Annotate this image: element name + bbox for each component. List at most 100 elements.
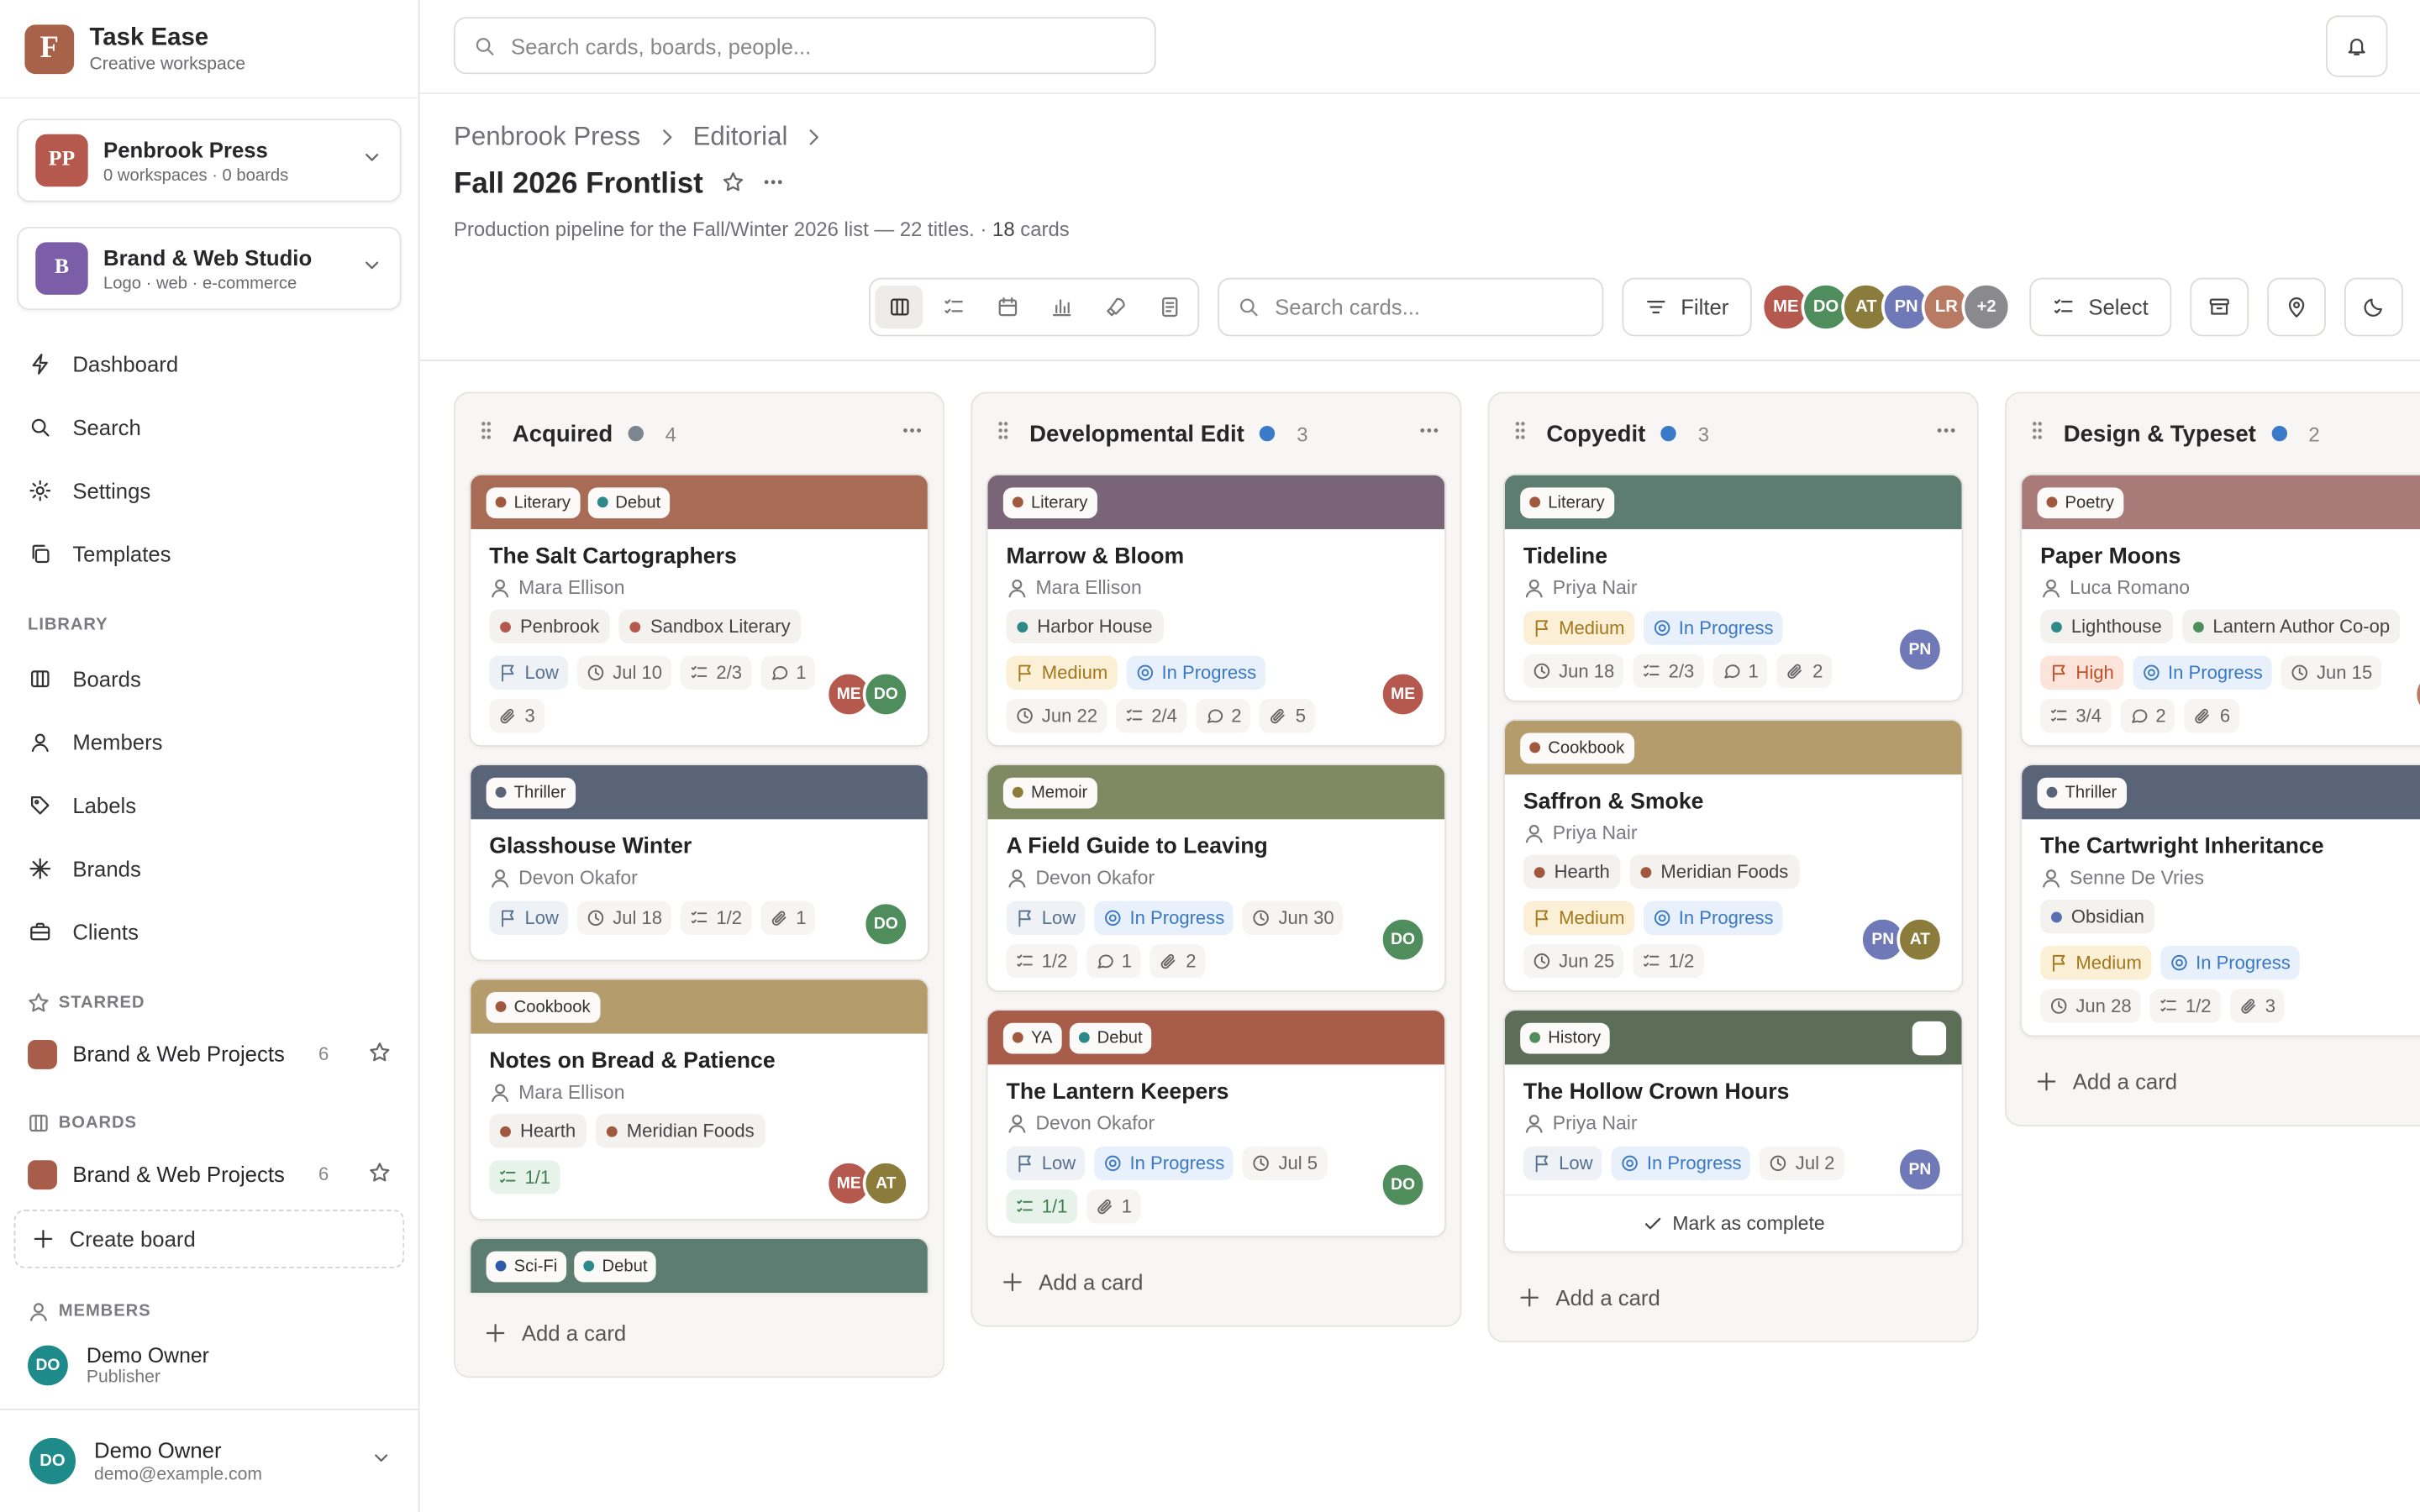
nav-item[interactable]: Labels xyxy=(0,773,418,836)
card-body: Marrow & Bloom Mara Ellison Harbor House Me… xyxy=(988,529,1445,745)
icon xyxy=(34,1230,53,1248)
nav-item[interactable]: Clients xyxy=(0,900,418,963)
card[interactable]: History The Hollow Crown Hours Priya Nair L… xyxy=(1502,1009,1964,1253)
nav-item[interactable]: Search xyxy=(0,395,418,458)
board-menu[interactable] xyxy=(762,168,784,202)
checklist-text: 2/3 xyxy=(1668,660,1695,682)
view-button[interactable] xyxy=(983,286,1031,328)
board-header: Penbrook Press Editorial Fall 2026 Frontli… xyxy=(419,94,2420,361)
icon xyxy=(2050,709,2067,722)
view-button[interactable] xyxy=(1037,286,1085,328)
icon xyxy=(32,543,50,563)
star[interactable] xyxy=(369,1161,391,1187)
card[interactable]: Thriller The Cartwright Inheritance Senne … xyxy=(2020,764,2420,1037)
brand-dot xyxy=(2051,911,2062,922)
brand-dot xyxy=(500,1125,511,1137)
column-menu[interactable] xyxy=(902,419,923,449)
star[interactable] xyxy=(369,1041,391,1067)
brand: F Task Ease Creative workspace xyxy=(0,0,418,99)
button-label: Select xyxy=(2088,294,2149,320)
icon xyxy=(481,421,492,438)
author-name: Priya Nair xyxy=(1552,1112,1638,1135)
card[interactable]: Thriller Glasshouse Winter Devon Okafor Low… xyxy=(469,764,929,962)
nav-item[interactable]: Boards xyxy=(0,647,418,710)
card[interactable]: Cookbook Saffron & Smoke Priya Nair Hearth M… xyxy=(1502,718,1964,993)
add-card[interactable]: Add a card xyxy=(469,1305,929,1361)
card[interactable]: Poetry Paper Moons Luca Romano Lighthouse La… xyxy=(2020,473,2420,747)
card[interactable]: Sci-Fi Debut xyxy=(469,1237,929,1294)
board-link[interactable]: Brand & Web Projects 6 xyxy=(0,1145,418,1204)
mark-complete[interactable]: Mark as complete xyxy=(1504,1194,1962,1252)
icon xyxy=(587,664,604,681)
org-switcher[interactable]: B Brand & Web Studio Logo · web · e-commer… xyxy=(17,227,402,311)
comments-text: 1 xyxy=(1748,660,1759,682)
view-button[interactable] xyxy=(875,285,923,329)
author-name: Priya Nair xyxy=(1552,576,1638,599)
icon xyxy=(1535,620,1549,638)
column-menu[interactable] xyxy=(1935,419,1957,449)
nav-item[interactable]: Dashboard xyxy=(0,332,418,395)
label-chip: Debut xyxy=(587,486,671,518)
label-dot xyxy=(597,496,608,508)
user-menu[interactable]: DO Demo Owner demo@example.com xyxy=(0,1408,418,1512)
select-button[interactable]: Select xyxy=(2029,277,2172,337)
card-search[interactable]: Search cards... xyxy=(1218,277,1604,337)
card-title: A Field Guide to Leaving xyxy=(1006,834,1268,860)
card[interactable]: Literary Tideline Priya Nair Medium In Progr… xyxy=(1502,473,1964,702)
view-button[interactable] xyxy=(1145,286,1193,328)
icon-button[interactable] xyxy=(2190,277,2249,337)
card[interactable]: Memoir A Field Guide to Leaving Devon Okaf… xyxy=(986,764,1447,993)
topbar: Search cards, boards, people... xyxy=(419,0,2420,95)
card[interactable]: YA Debut The Lantern Keepers Devon Okafor Lo… xyxy=(986,1009,1447,1238)
icon xyxy=(1270,708,1286,724)
org-meta: 0 workspaces · 0 boards xyxy=(103,165,289,185)
icon xyxy=(31,732,49,752)
add-card[interactable]: Add a card xyxy=(2020,1053,2420,1109)
comments-text: 2 xyxy=(2155,705,2166,727)
org-switcher[interactable]: PP Penbrook Press 0 workspaces · 0 boards xyxy=(17,118,402,202)
icon xyxy=(1520,1288,1539,1307)
avatar: AT xyxy=(1897,916,1944,963)
view-button[interactable] xyxy=(1092,286,1139,328)
label-dot xyxy=(495,496,507,508)
global-search[interactable]: Search cards, boards, people... xyxy=(454,17,1156,75)
brand-chip: Lantern Author Co-op xyxy=(2181,609,2401,643)
filter-button[interactable]: Filter xyxy=(1622,277,1752,337)
icon-button[interactable] xyxy=(2344,277,2403,337)
nav-item[interactable]: Settings xyxy=(0,459,418,522)
card-title: The Lantern Keepers xyxy=(1006,1079,1229,1105)
icon xyxy=(30,921,50,940)
nav-item[interactable]: Templates xyxy=(0,522,418,585)
app-subtitle: Creative workspace xyxy=(89,55,246,74)
card[interactable]: Literary Debut The Salt Cartographers Mara … xyxy=(469,473,929,747)
star-board[interactable] xyxy=(722,168,744,202)
board-link[interactable]: Brand & Web Projects 6 xyxy=(0,1025,418,1084)
notifications[interactable] xyxy=(2325,15,2388,77)
view-button[interactable] xyxy=(929,286,977,328)
column-menu[interactable] xyxy=(1418,419,1440,449)
add-card[interactable]: Add a card xyxy=(986,1254,1446,1310)
breadcrumb-item[interactable]: Editorial xyxy=(692,122,788,152)
card[interactable]: Literary Marrow & Bloom Mara Ellison Harbor… xyxy=(986,473,1447,747)
brand-chip: Hearth xyxy=(1523,854,1621,889)
card-meta: Low In Progress Jun 30 1/2 1 2 DO xyxy=(1006,900,1427,979)
section-label: BOARDS xyxy=(58,1114,137,1133)
nav-item[interactable]: Members xyxy=(0,710,418,773)
assignees: DO xyxy=(1380,1162,1427,1209)
column-header: Copyedit 3 xyxy=(1503,393,1963,474)
card-meta: Low Jul 10 2/3 1 3 ME DO xyxy=(489,655,909,733)
assignees: ME DO xyxy=(825,670,909,718)
icon-button[interactable] xyxy=(2267,277,2327,337)
author-name: Mara Ellison xyxy=(1035,576,1142,599)
icon xyxy=(2170,954,2187,971)
card[interactable]: Cookbook Notes on Bread & Patience Mara El… xyxy=(469,978,929,1221)
member-avatars[interactable]: ME DO AT PN LR +2 xyxy=(1760,282,2012,332)
column-header: Developmental Edit 3 xyxy=(986,393,1446,474)
add-card[interactable]: Add a card xyxy=(1503,1270,1963,1326)
icon xyxy=(500,1170,516,1183)
priority-text: Medium xyxy=(1041,661,1108,684)
complete-checkbox[interactable] xyxy=(1912,1021,1947,1055)
nav-item[interactable]: Brands xyxy=(0,837,418,900)
breadcrumb-item[interactable]: Penbrook Press xyxy=(454,122,641,152)
create-board[interactable]: Create board xyxy=(13,1210,405,1268)
